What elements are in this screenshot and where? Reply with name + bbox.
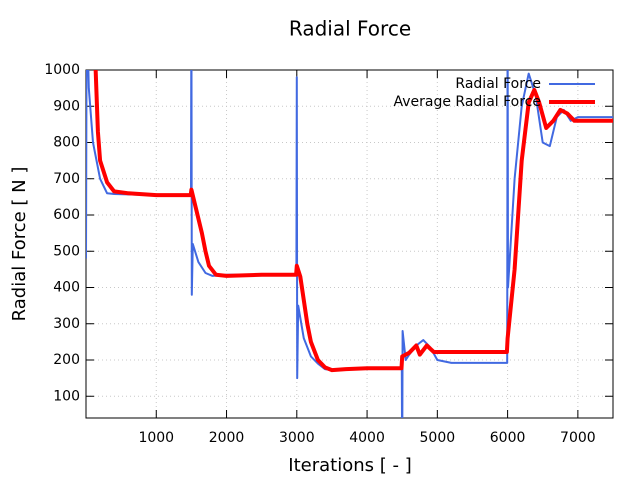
- y-tick-label: 700: [53, 171, 80, 187]
- plot-frame: [85, 69, 614, 419]
- x-tick-label: 4000: [349, 430, 385, 446]
- x-tick-label: 7000: [560, 430, 596, 446]
- y-tick-label: 600: [53, 207, 80, 223]
- x-tick-label: 2000: [209, 430, 245, 446]
- y-tick-label: 200: [53, 352, 80, 368]
- y-tick-label: 900: [53, 98, 80, 114]
- line-series: [93, 70, 613, 373]
- x-tick-label: 6000: [490, 430, 526, 446]
- chart-title: Radial Force: [289, 17, 411, 41]
- y-tick-label: 100: [53, 388, 80, 404]
- x-axis-label: Iterations [ - ]: [288, 455, 411, 476]
- y-tick-label: 300: [53, 316, 80, 332]
- legend-label: Average Radial Force: [393, 94, 541, 110]
- y-axis-label: Radial Force [ N ]: [9, 167, 30, 322]
- y-tick-label: 500: [53, 243, 80, 259]
- x-tick-label: 3000: [279, 430, 315, 446]
- plot-area: [86, 70, 613, 418]
- y-tick-label: 800: [53, 135, 80, 151]
- x-tick-label: 1000: [138, 430, 174, 446]
- legend-label: Radial Force: [455, 76, 541, 92]
- y-tick-label: 1000: [44, 62, 80, 78]
- x-tick-label: 5000: [420, 430, 456, 446]
- y-tick-label: 400: [53, 280, 80, 296]
